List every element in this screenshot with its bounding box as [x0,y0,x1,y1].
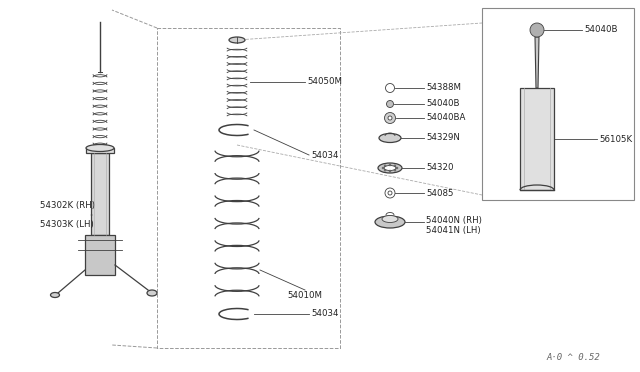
Ellipse shape [51,292,60,298]
Circle shape [389,164,391,166]
Polygon shape [535,37,539,88]
Text: 54034: 54034 [311,151,339,160]
Text: 54388M: 54388M [426,83,461,93]
Circle shape [384,165,386,167]
Text: 54302K (RH): 54302K (RH) [40,201,95,210]
Ellipse shape [86,144,114,151]
Text: 56105K: 56105K [599,135,632,144]
Circle shape [394,165,396,167]
Circle shape [384,169,386,171]
Text: 54329N: 54329N [426,134,460,142]
Text: 54040N (RH): 54040N (RH) [426,215,482,224]
Circle shape [385,112,396,124]
Text: 54303K (LH): 54303K (LH) [40,220,93,229]
Text: A·0 ^ 0.52: A·0 ^ 0.52 [547,353,600,362]
Text: 54085: 54085 [426,189,454,198]
Circle shape [385,188,395,198]
Text: 54040BA: 54040BA [426,113,465,122]
Text: 54040B: 54040B [426,99,460,109]
FancyBboxPatch shape [91,153,109,235]
Ellipse shape [229,37,245,43]
Circle shape [382,167,384,169]
Ellipse shape [379,134,401,142]
FancyBboxPatch shape [86,148,114,153]
Text: 54041N (LH): 54041N (LH) [426,225,481,234]
Ellipse shape [378,163,402,173]
Text: 54050M: 54050M [307,77,342,87]
FancyBboxPatch shape [520,88,554,190]
Circle shape [530,23,544,37]
Text: 54320: 54320 [426,164,454,173]
FancyBboxPatch shape [85,235,115,275]
Ellipse shape [375,216,405,228]
Circle shape [396,167,398,169]
Ellipse shape [384,166,396,170]
Circle shape [385,83,394,93]
Text: 54010M: 54010M [287,291,322,299]
Text: 54040B: 54040B [584,26,618,35]
Circle shape [394,169,396,171]
Circle shape [389,170,391,172]
Ellipse shape [147,290,157,296]
Circle shape [388,116,392,120]
Text: 54034: 54034 [311,310,339,318]
Circle shape [387,100,394,108]
Circle shape [388,191,392,195]
FancyBboxPatch shape [482,8,634,200]
Ellipse shape [382,215,398,222]
